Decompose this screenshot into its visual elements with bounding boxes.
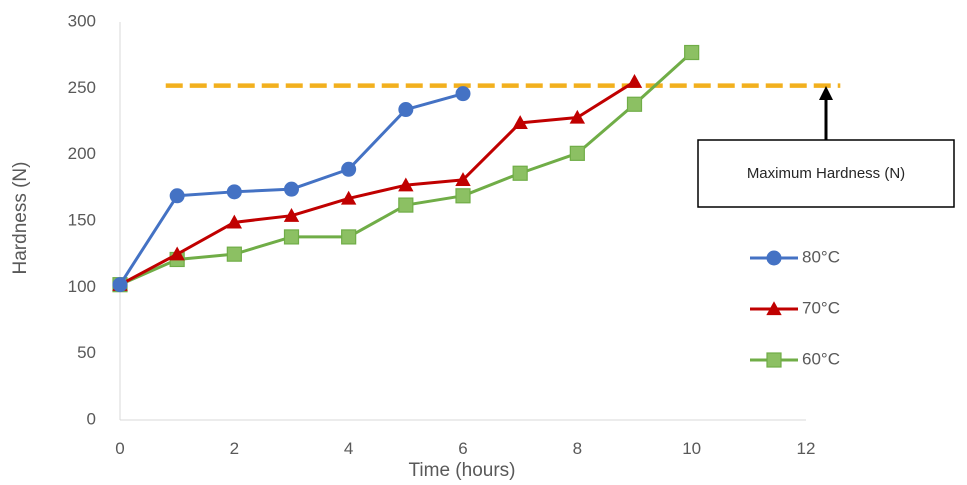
- data-point: [169, 188, 185, 204]
- annotation-arrow-head: [819, 86, 833, 100]
- data-point: [455, 172, 471, 187]
- series-circle: [112, 86, 471, 293]
- data-point: [112, 277, 128, 293]
- x-axis-label: Time (hours): [409, 460, 516, 481]
- series-line: [119, 80, 636, 287]
- data-point: [398, 177, 414, 192]
- x-tick-label: 6: [458, 439, 467, 458]
- data-point: [626, 74, 643, 88]
- legend-swatch-marker: [766, 301, 782, 316]
- data-point: [398, 102, 414, 118]
- data-point: [512, 115, 528, 129]
- data-point: [283, 207, 300, 222]
- data-point: [226, 184, 242, 200]
- chart-axes: 0 50 100 150 200 250 300 0 2 4 6 8 10 12: [68, 11, 816, 458]
- y-tick-label: 300: [68, 11, 96, 30]
- data-point: [340, 190, 357, 205]
- legend-swatch-marker: [766, 352, 782, 368]
- data-point: [626, 96, 643, 112]
- x-tick-label: 8: [573, 439, 582, 458]
- legend-label: 60°C: [802, 349, 840, 368]
- legend-item: 70°C: [750, 298, 840, 317]
- series-square: [112, 44, 700, 293]
- y-tick-label: 250: [68, 78, 96, 97]
- y-tick-label: 0: [87, 409, 96, 428]
- y-tick-label: 150: [68, 210, 96, 229]
- legend-label: 80°C: [802, 247, 840, 266]
- data-point: [455, 86, 471, 102]
- x-tick-label: 2: [230, 439, 239, 458]
- data-point: [226, 246, 242, 262]
- data-point: [341, 229, 357, 245]
- data-point: [512, 165, 528, 181]
- series-layer: [112, 44, 700, 293]
- y-tick-label: 100: [68, 277, 96, 296]
- data-point: [283, 229, 300, 245]
- legend-item: 80°C: [750, 247, 840, 266]
- legend-swatch-marker: [766, 250, 782, 266]
- data-point: [684, 44, 700, 61]
- x-tick-label: 12: [797, 439, 816, 458]
- data-point: [169, 246, 185, 261]
- data-point: [284, 181, 299, 197]
- x-tick-label: 0: [115, 439, 124, 458]
- x-tick-label: 4: [344, 439, 353, 458]
- data-point: [341, 161, 357, 177]
- data-point: [398, 197, 414, 213]
- legend-label: 70°C: [802, 298, 840, 317]
- annotation-text: Maximum Hardness (N): [747, 165, 905, 182]
- y-tick-label: 50: [77, 343, 96, 362]
- y-tick-label: 200: [68, 144, 96, 163]
- y-axis-label: Hardness (N): [10, 162, 31, 275]
- data-point: [226, 214, 243, 229]
- annotation-group: Maximum Hardness (N): [697, 86, 955, 208]
- data-point: [569, 145, 585, 161]
- legend-item: 60°C: [750, 349, 840, 368]
- legend: 80°C 70°C 60°C: [750, 247, 840, 368]
- data-point: [455, 188, 471, 204]
- x-tick-label: 10: [682, 439, 701, 458]
- data-point: [569, 109, 586, 124]
